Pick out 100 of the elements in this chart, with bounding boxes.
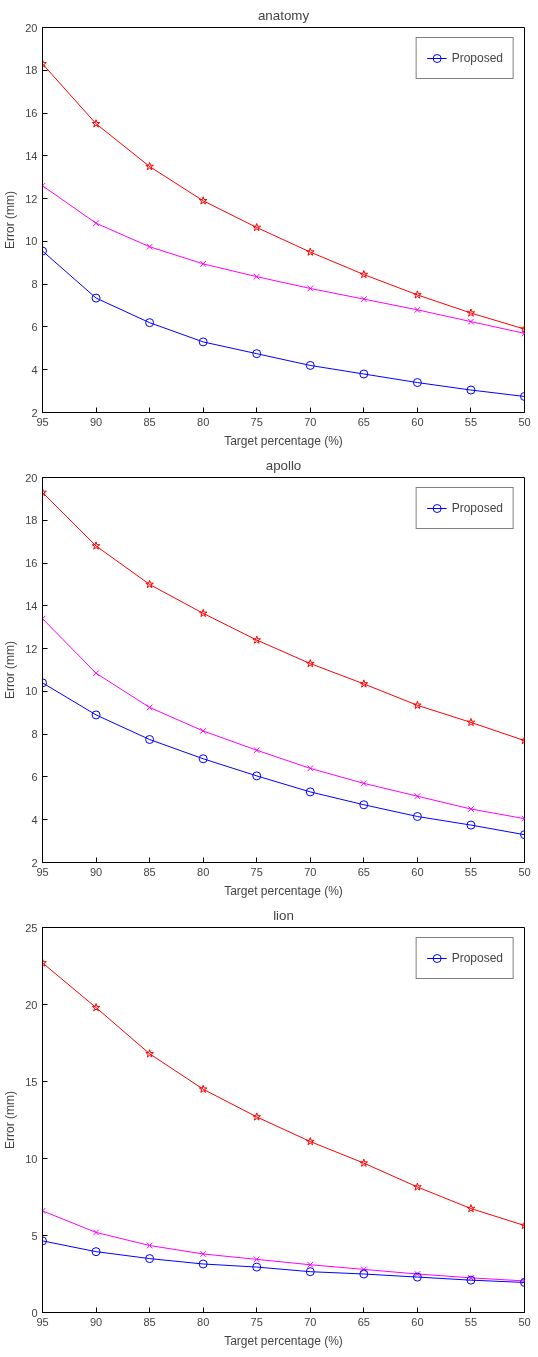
y-axis-title: Error (mm) xyxy=(3,641,18,699)
point xyxy=(91,1003,101,1012)
point xyxy=(412,812,422,822)
x-tick-label: 60 xyxy=(411,415,424,428)
x-tick-label: 95 xyxy=(36,415,49,428)
y-tick-label: 25 xyxy=(25,921,38,934)
point xyxy=(414,1270,421,1278)
point xyxy=(466,1204,476,1213)
point xyxy=(305,360,315,370)
point xyxy=(198,1084,208,1093)
y-tick-label: 0 xyxy=(31,1306,38,1319)
chart-title: apollo xyxy=(265,457,302,473)
point xyxy=(252,1262,262,1272)
point xyxy=(92,669,100,677)
point xyxy=(414,792,421,800)
point xyxy=(414,306,421,314)
point xyxy=(198,337,208,347)
x-tick-label: 65 xyxy=(357,865,370,878)
point xyxy=(91,293,101,303)
y-tick-label: 18 xyxy=(25,64,38,77)
point xyxy=(199,260,207,268)
y-tick-label: 16 xyxy=(25,107,38,120)
point xyxy=(198,608,208,618)
point xyxy=(253,1256,261,1263)
x-tick-label: 95 xyxy=(36,865,49,878)
point xyxy=(252,222,262,232)
point xyxy=(198,754,208,764)
y-tick-label: 6 xyxy=(31,770,38,783)
point xyxy=(91,1247,101,1257)
x-tick-label: 65 xyxy=(357,1315,370,1328)
y-tick-label: 20 xyxy=(25,998,38,1011)
x-tick-label: 55 xyxy=(464,865,478,878)
x-tick-label: 85 xyxy=(143,415,156,428)
y-tick-label: 5 xyxy=(31,1229,38,1242)
y-tick-label: 2 xyxy=(31,856,38,869)
y-tick-label: 12 xyxy=(25,642,38,655)
y-tick-label: 10 xyxy=(25,235,38,248)
point xyxy=(199,1250,207,1258)
point xyxy=(146,704,153,711)
x-tick-label: 70 xyxy=(304,865,317,878)
y-tick-label: 20 xyxy=(25,471,38,484)
y-tick-label: 18 xyxy=(25,514,38,527)
point xyxy=(466,385,476,395)
x-tick-label: 55 xyxy=(464,1315,478,1328)
x-axis-title: Target percentage (%) xyxy=(224,883,343,898)
point xyxy=(253,273,261,281)
legend-label: Proposed xyxy=(451,51,503,65)
point xyxy=(412,378,422,388)
point xyxy=(91,710,101,720)
point xyxy=(412,1272,422,1282)
chart-title: anatomy xyxy=(257,7,310,23)
chart-title: lion xyxy=(273,907,294,923)
x-tick-label: 60 xyxy=(411,1315,424,1328)
x-tick-label: 70 xyxy=(304,415,317,428)
y-tick-label: 8 xyxy=(31,278,38,291)
x-tick-label: 75 xyxy=(250,415,263,428)
point xyxy=(92,219,100,227)
x-tick-label: 85 xyxy=(143,1315,156,1328)
y-tick-label: 14 xyxy=(25,149,38,162)
x-tick-label: 75 xyxy=(250,1315,263,1328)
x-tick-label: 80 xyxy=(197,865,210,878)
point xyxy=(305,1137,315,1146)
point xyxy=(146,1242,153,1249)
point xyxy=(145,579,154,589)
point xyxy=(305,787,315,797)
point xyxy=(146,243,153,251)
y-axis-title: Error (mm) xyxy=(3,191,18,249)
x-tick-label: 80 xyxy=(197,415,210,428)
legend-label: Proposed xyxy=(451,951,503,965)
point xyxy=(198,1259,208,1269)
point xyxy=(145,1049,154,1058)
point xyxy=(466,717,476,727)
x-tick-label: 65 xyxy=(357,415,370,428)
x-axis-title: Target percentage (%) xyxy=(224,1333,343,1348)
point xyxy=(359,679,369,688)
y-tick-label: 10 xyxy=(25,685,38,698)
x-tick-label: 90 xyxy=(89,865,103,878)
point xyxy=(466,308,476,317)
point xyxy=(360,295,368,303)
point xyxy=(305,1267,315,1277)
point xyxy=(413,1182,422,1191)
point xyxy=(306,1261,314,1269)
point xyxy=(306,765,314,772)
point xyxy=(359,800,369,810)
x-tick-label: 50 xyxy=(518,865,531,878)
point xyxy=(360,780,368,787)
point xyxy=(413,290,422,299)
y-tick-label: 20 xyxy=(25,21,38,34)
point xyxy=(145,318,155,328)
point xyxy=(252,635,262,644)
x-tick-label: 55 xyxy=(464,415,478,428)
y-tick-label: 6 xyxy=(31,320,38,333)
x-tick-label: 90 xyxy=(89,1315,103,1328)
y-axis-title: Error (mm) xyxy=(3,1091,18,1149)
x-tick-label: 50 xyxy=(518,1315,531,1328)
point xyxy=(92,1229,100,1236)
x-tick-label: 85 xyxy=(143,865,156,878)
point xyxy=(198,196,208,205)
x-tick-label: 75 xyxy=(250,865,263,878)
x-tick-label: 50 xyxy=(518,415,531,428)
